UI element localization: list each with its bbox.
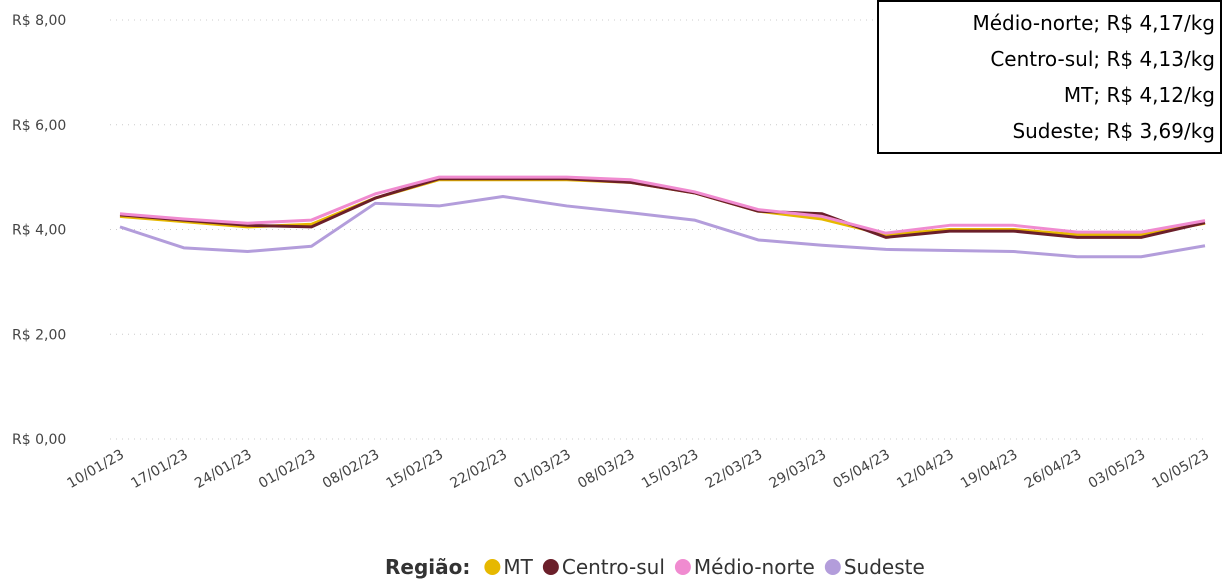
y-tick-label: R$ 0,00 (12, 432, 66, 448)
y-tick-label: R$ 2,00 (12, 327, 66, 343)
y-tick-label: R$ 8,00 (12, 13, 66, 29)
x-tick-label: 22/02/23 (447, 447, 509, 492)
x-tick-label: 24/01/23 (192, 447, 254, 492)
x-tick-label: 26/04/23 (1022, 447, 1084, 492)
legend-marker (674, 559, 691, 575)
annotation: MT; R$ 4,12/kg (1064, 83, 1215, 107)
x-tick-label: 17/01/23 (128, 447, 190, 492)
series-line (119, 177, 1206, 239)
x-tick-label: 05/04/23 (830, 447, 892, 492)
y-tick-label: R$ 4,00 (12, 223, 66, 239)
legend-title: Região: (385, 555, 470, 579)
legend-marker (824, 559, 841, 575)
x-tick-label: 19/04/23 (958, 447, 1020, 492)
annotation-box (877, 0, 1222, 154)
x-tick-label: 12/04/23 (894, 447, 956, 492)
x-tick-label: 01/03/23 (511, 447, 573, 492)
x-tick-label: 10/01/23 (65, 447, 127, 492)
x-tick-label: 15/03/23 (639, 447, 701, 492)
legend-label: Sudeste (844, 555, 925, 579)
legend: Região: MT Centro-sul Médio-norte Sudeste (385, 555, 925, 579)
x-tick-label: 10/05/23 (1150, 447, 1212, 492)
series-line (119, 195, 1206, 259)
legend-label: Médio-norte (694, 555, 815, 579)
legend-marker (542, 559, 559, 575)
x-tick-label: 01/02/23 (256, 447, 318, 492)
x-tick-label: 22/03/23 (703, 447, 765, 492)
x-tick-label: 08/03/23 (575, 447, 637, 492)
annotation: Centro-sul; R$ 4,13/kg (990, 47, 1215, 71)
annotation: Sudeste; R$ 3,69/kg (1012, 119, 1215, 143)
legend-label: Centro-sul (562, 555, 665, 579)
x-tick-label: 15/02/23 (384, 447, 446, 492)
x-tick-label: 08/02/23 (320, 447, 382, 492)
legend-marker (484, 559, 501, 575)
y-tick-label: R$ 6,00 (12, 118, 66, 134)
x-tick-label: 29/03/23 (767, 447, 829, 492)
series-line (119, 175, 1206, 235)
legend-label: MT (503, 555, 533, 579)
x-tick-label: 03/05/23 (1086, 447, 1148, 492)
annotation: Médio-norte; R$ 4,17/kg (972, 11, 1215, 35)
